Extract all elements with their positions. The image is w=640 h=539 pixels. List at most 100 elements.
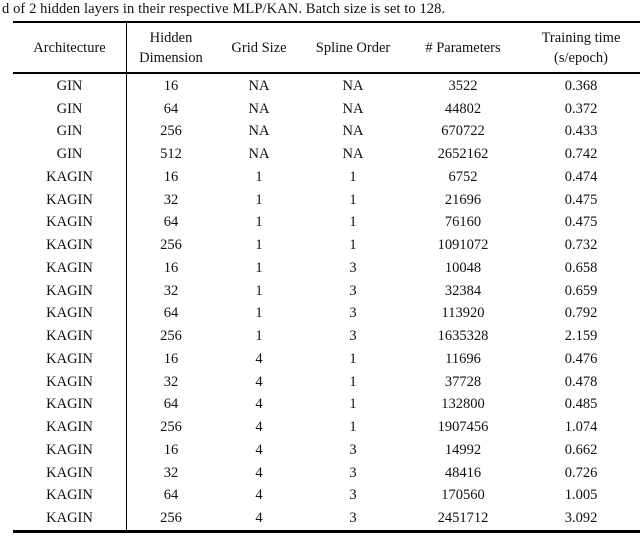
table-cell: 1	[349, 373, 357, 390]
table-cell: GIN	[56, 123, 83, 140]
table-bottom-rule	[13, 530, 640, 533]
table-cell: 16	[163, 350, 179, 367]
table-cell: KAGIN	[46, 191, 93, 208]
column-header-label: Spline Order	[315, 39, 391, 56]
table-cell: 0.792	[564, 305, 598, 322]
table-cell: 1635328	[437, 328, 489, 345]
table-row: GIN 512 NA NA 2652162 0.742	[13, 143, 640, 166]
column-header-label: Architecture	[33, 39, 106, 56]
table-cell: 32	[163, 282, 179, 299]
table-cell: 0.662	[564, 441, 598, 458]
table-cell: 512	[160, 146, 182, 163]
table-cell: KAGIN	[46, 396, 93, 413]
table-cell: 1	[349, 191, 357, 208]
table-cell: 76160	[444, 214, 482, 231]
table-cell: 3	[349, 510, 357, 527]
table-cell: 0.475	[564, 191, 598, 208]
table-cell: 1	[255, 305, 263, 322]
table-cell: 4	[255, 510, 263, 527]
table-cell: 4	[255, 373, 263, 390]
column-header-architecture: Architecture	[13, 38, 126, 58]
column-header-label: Grid Size	[231, 39, 287, 56]
column-header-label: Training time	[541, 29, 621, 46]
table-cell: 64	[163, 305, 179, 322]
table-cell: NA	[342, 123, 364, 140]
table-cell: 0.372	[564, 100, 598, 117]
table-row: GIN 256 NA NA 670722 0.433	[13, 121, 640, 144]
table-cell: 48416	[444, 464, 482, 481]
table-cell: 64	[163, 487, 179, 504]
table-cell: KAGIN	[46, 259, 93, 276]
table-cell: 0.368	[564, 77, 598, 94]
table-cell: 2652162	[437, 146, 489, 163]
table-cell: KAGIN	[46, 328, 93, 345]
column-header-label: Dimension	[139, 49, 203, 66]
table-cell: 64	[163, 396, 179, 413]
table-cell: 2451712	[437, 510, 489, 527]
table-cell: 4	[255, 419, 263, 436]
table-cell: 44802	[444, 100, 482, 117]
table-cell: 113920	[441, 305, 485, 322]
table-cell: KAGIN	[46, 237, 93, 254]
table-cell: 3	[349, 259, 357, 276]
table-cell: 1	[255, 237, 263, 254]
table-cell: 32	[163, 373, 179, 390]
table-cell: NA	[248, 77, 270, 94]
table-caption: d of 2 hidden layers in their respective…	[2, 1, 446, 17]
table-cell: KAGIN	[46, 441, 93, 458]
column-header-label: # Parameters	[425, 39, 501, 56]
table-cell: 32384	[444, 282, 482, 299]
table-cell: 0.475	[564, 214, 598, 231]
table-cell: 4	[255, 487, 263, 504]
table-cell: 256	[160, 510, 182, 527]
column-header-hidden-dimension: Hidden Dimension	[126, 28, 216, 68]
table-row: GIN 16 NA NA 3522 0.368	[13, 75, 640, 98]
column-header-spline-order: Spline Order	[302, 38, 404, 58]
table-cell: NA	[248, 100, 270, 117]
table-cell: 1	[349, 237, 357, 254]
table-cell: KAGIN	[46, 305, 93, 322]
table-cell: 670722	[441, 123, 485, 140]
table-cell: 3.092	[564, 510, 598, 527]
table-row: KAGIN 32 4 3 48416 0.726	[13, 462, 640, 485]
table-row: KAGIN 256 4 3 2451712 3.092	[13, 507, 640, 530]
table-cell: 1	[255, 328, 263, 345]
column-header-label: (s/epoch)	[554, 49, 608, 66]
table-cell: 3	[349, 305, 357, 322]
table-row: KAGIN 16 4 3 14992 0.662	[13, 439, 640, 462]
column-header-label: Hidden	[149, 29, 193, 46]
table-cell: 16	[163, 168, 179, 185]
table-cell: NA	[342, 146, 364, 163]
table-cell: 0.485	[564, 396, 598, 413]
table-cell: GIN	[56, 146, 83, 163]
table-cell: 16	[163, 259, 179, 276]
table-cell: KAGIN	[46, 419, 93, 436]
table-row: KAGIN 256 1 1 1091072 0.732	[13, 234, 640, 257]
table-cell: GIN	[56, 100, 83, 117]
table-cell: 1907456	[437, 419, 489, 436]
table-row: KAGIN 64 4 1 132800 0.485	[13, 394, 640, 417]
table-cell: 256	[160, 123, 182, 140]
table-cell: 2.159	[564, 328, 598, 345]
table-cell: 3	[349, 328, 357, 345]
table-cell: 4	[255, 441, 263, 458]
table-cell: 1	[349, 419, 357, 436]
table-cell: 32	[163, 464, 179, 481]
table-cell: 11696	[445, 350, 481, 367]
table-cell: 16	[163, 77, 179, 94]
table-cell: GIN	[56, 77, 83, 94]
table-cell: 1	[255, 282, 263, 299]
table-cell: 1	[255, 259, 263, 276]
table-cell: 1	[255, 168, 263, 185]
table-cell: 0.433	[564, 123, 598, 140]
table-top-rule	[13, 21, 640, 23]
table-row: KAGIN 64 1 3 113920 0.792	[13, 303, 640, 326]
table-cell: NA	[248, 146, 270, 163]
table-cell: 1	[255, 191, 263, 208]
column-header-grid-size: Grid Size	[216, 38, 302, 58]
table-cell: 4	[255, 350, 263, 367]
table-cell: 4	[255, 464, 263, 481]
table-cell: 37728	[444, 373, 482, 390]
table-cell: 3	[349, 282, 357, 299]
table-cell: 1.005	[564, 487, 598, 504]
